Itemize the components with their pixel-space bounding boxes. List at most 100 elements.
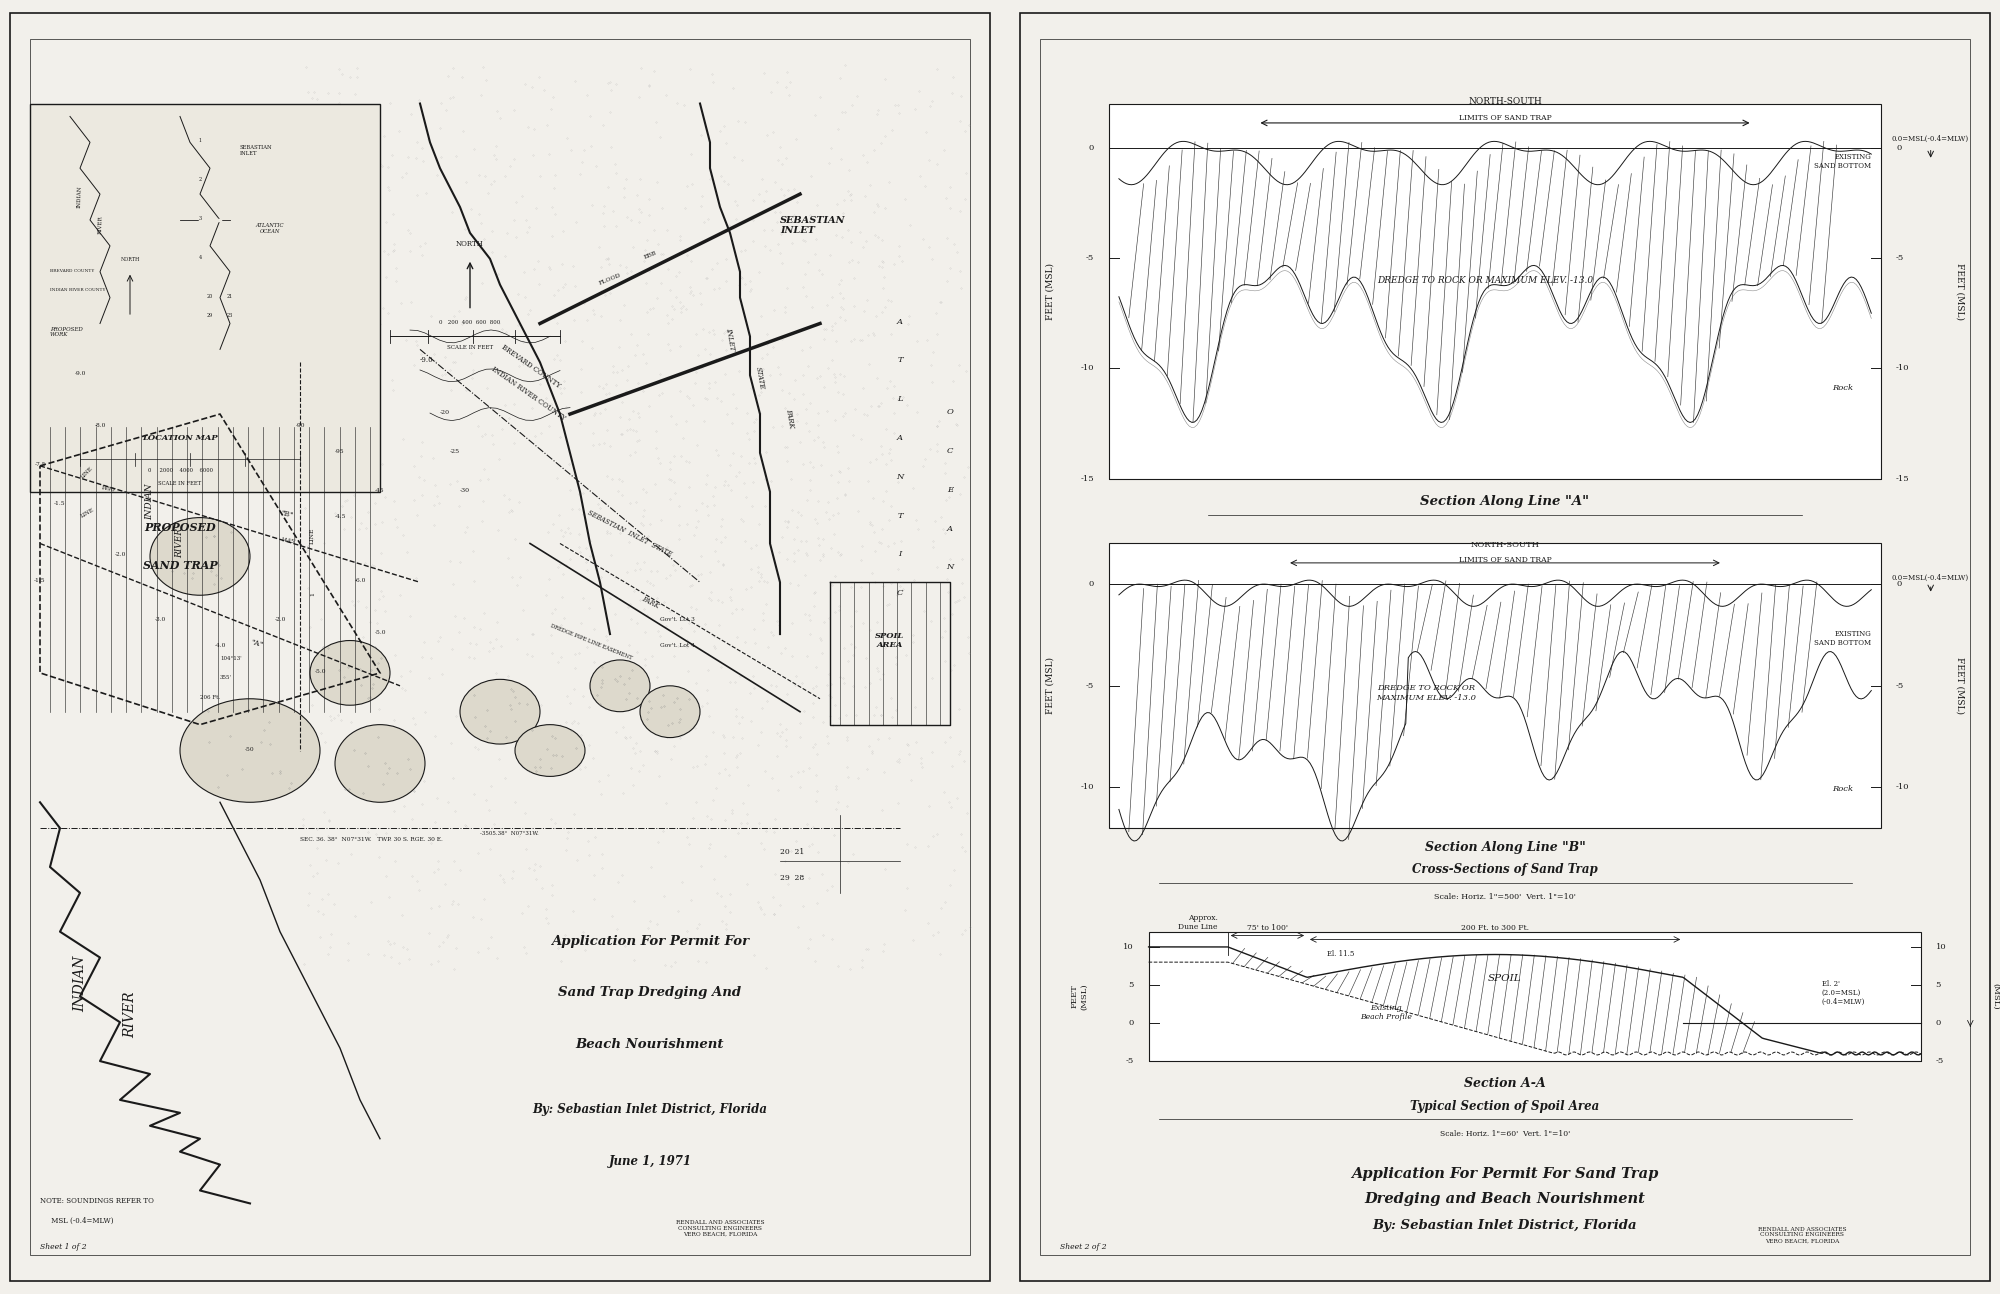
Text: INDIAN: INDIAN [72, 956, 88, 1012]
Text: 3: 3 [198, 216, 202, 221]
Text: 5: 5 [1936, 981, 1942, 989]
Text: 10: 10 [1936, 943, 1946, 951]
Text: -3505.38°  N07°31W.: -3505.38° N07°31W. [480, 831, 538, 836]
Text: Application For Permit For: Application For Permit For [550, 934, 750, 947]
Text: -2.0: -2.0 [114, 553, 126, 558]
Text: LIMITS OF SAND TRAP: LIMITS OF SAND TRAP [1458, 114, 1552, 123]
Ellipse shape [310, 641, 390, 705]
Text: -5: -5 [1086, 254, 1094, 263]
Text: Approx.
Dune Line: Approx. Dune Line [1178, 914, 1218, 932]
Text: INDIAN: INDIAN [146, 483, 154, 520]
Text: FEET
(MSL): FEET (MSL) [1992, 983, 2000, 1009]
Text: N: N [896, 472, 904, 481]
Text: E: E [946, 485, 954, 494]
Text: Rock: Rock [1832, 384, 1852, 392]
Text: By: Sebastian Inlet District, Florida: By: Sebastian Inlet District, Florida [532, 1102, 768, 1115]
Text: -9.0: -9.0 [420, 356, 434, 365]
Text: -5: -5 [1936, 1057, 1944, 1065]
Text: -45: -45 [376, 488, 384, 493]
Text: O: O [946, 408, 954, 417]
Text: 0.0=MSL(-0.4=MLW): 0.0=MSL(-0.4=MLW) [1892, 135, 1968, 144]
Bar [1148, 932, 1920, 1061]
Text: -10: -10 [1896, 783, 1910, 792]
Text: LINE: LINE [310, 528, 316, 545]
Text: Section Along Line "B": Section Along Line "B" [1424, 841, 1586, 854]
Text: 1445': 1445' [280, 537, 296, 545]
Text: -10: -10 [1080, 365, 1094, 373]
Text: FEET (MSL): FEET (MSL) [1956, 263, 1964, 320]
Text: NOTE: SOUNDINGS REFER TO: NOTE: SOUNDINGS REFER TO [40, 1197, 154, 1206]
Text: Application For Permit For Sand Trap: Application For Permit For Sand Trap [1352, 1166, 1658, 1180]
Ellipse shape [590, 660, 650, 712]
Text: -7.5: -7.5 [34, 462, 46, 467]
Text: SEBASTIAN  INLET  STATE: SEBASTIAN INLET STATE [586, 509, 674, 559]
Text: A: A [896, 317, 904, 326]
Ellipse shape [640, 686, 700, 738]
Text: 355': 355' [220, 675, 232, 681]
Bar [1108, 543, 1882, 828]
Text: PARK: PARK [784, 409, 796, 430]
Text: 1: 1 [198, 138, 202, 144]
Text: 5: 5 [1128, 981, 1134, 989]
Text: 1: 1 [310, 593, 316, 597]
Text: EXISTING
SAND BOTTOM: EXISTING SAND BOTTOM [1814, 630, 1872, 647]
Text: 0: 0 [1936, 1018, 1940, 1027]
Text: 23: 23 [226, 313, 234, 318]
Text: RIVER: RIVER [124, 991, 136, 1038]
Text: -15: -15 [1080, 475, 1094, 483]
Text: ATLANTIC
OCEAN: ATLANTIC OCEAN [256, 223, 284, 234]
Text: -15: -15 [1896, 475, 1910, 483]
Text: 0: 0 [1088, 144, 1094, 151]
Text: T: T [898, 511, 902, 520]
Text: 200 Ft. to 300 Ft.: 200 Ft. to 300 Ft. [1462, 924, 1530, 933]
Text: DREDGE TO ROCK OR MAXIMUM ELEV. -13.0: DREDGE TO ROCK OR MAXIMUM ELEV. -13.0 [1378, 276, 1594, 285]
Text: FLOOD: FLOOD [598, 272, 622, 286]
Text: Sheet 1 of 2: Sheet 1 of 2 [40, 1242, 86, 1251]
Text: 29  28: 29 28 [780, 873, 804, 883]
Text: FEET (MSL): FEET (MSL) [1956, 657, 1964, 714]
Text: 104°13': 104°13' [220, 656, 242, 661]
Text: A: A [896, 433, 904, 443]
Text: INDIAN RIVER COUNTY: INDIAN RIVER COUNTY [50, 289, 106, 292]
Text: -8.0: -8.0 [94, 423, 106, 428]
Text: 20  21: 20 21 [780, 848, 804, 857]
Text: El. 11.5: El. 11.5 [1326, 950, 1354, 958]
Text: SPOIL: SPOIL [1488, 974, 1522, 983]
Text: Cross-Sections of Sand Trap: Cross-Sections of Sand Trap [1412, 863, 1598, 876]
Text: I: I [898, 550, 902, 559]
Text: 20: 20 [206, 294, 214, 299]
Text: By: Sebastian Inlet District, Florida: By: Sebastian Inlet District, Florida [1372, 1219, 1638, 1232]
Text: NORTH-SOUTH: NORTH-SOUTH [1468, 97, 1542, 106]
Text: SEC. 36. 38°  N07°31W.   TWP. 30 S. RGE. 30 E.: SEC. 36. 38° N07°31W. TWP. 30 S. RGE. 30… [300, 837, 442, 842]
Text: Scale: Horiz. 1"=500'  Vert. 1"=10': Scale: Horiz. 1"=500' Vert. 1"=10' [1434, 893, 1576, 902]
Text: SEBASTIAN
INLET: SEBASTIAN INLET [240, 145, 272, 157]
Text: -10: -10 [1080, 783, 1094, 792]
Text: FEET
(MSL): FEET (MSL) [1070, 983, 1088, 1009]
Text: PARK: PARK [640, 595, 660, 611]
Text: -1.5: -1.5 [54, 501, 66, 506]
Text: INDIAN: INDIAN [78, 185, 82, 208]
Text: INLET: INLET [724, 327, 736, 352]
Text: "A": "A" [250, 638, 264, 650]
Ellipse shape [460, 679, 540, 744]
Text: Scale: Horiz. 1"=60'  Vert. 1"=10': Scale: Horiz. 1"=60' Vert. 1"=10' [1440, 1130, 1570, 1139]
Text: Gov't. Lot 3: Gov't. Lot 3 [660, 617, 694, 622]
Text: Sheet 2 of 2: Sheet 2 of 2 [1060, 1242, 1106, 1251]
Text: DREDGE TO ROCK OR
MAXIMUM ELEV. -13.0: DREDGE TO ROCK OR MAXIMUM ELEV. -13.0 [1376, 685, 1476, 701]
Text: DREDGE PIPE LINE EASEMENT: DREDGE PIPE LINE EASEMENT [550, 624, 634, 661]
Bar [1108, 104, 1882, 479]
Text: Typical Section of Spoil Area: Typical Section of Spoil Area [1410, 1100, 1600, 1113]
Text: -3.0: -3.0 [154, 617, 166, 622]
Text: 0: 0 [1088, 580, 1094, 589]
Text: N: N [946, 563, 954, 572]
Text: -1.5: -1.5 [34, 578, 46, 584]
Text: 0.0=MSL(-0.4=MLW): 0.0=MSL(-0.4=MLW) [1892, 575, 1968, 582]
Text: FEET (MSL): FEET (MSL) [1046, 657, 1054, 714]
Text: 21: 21 [226, 294, 234, 299]
Text: INDIAN RIVER COUNTY: INDIAN RIVER COUNTY [490, 365, 568, 423]
Text: -5: -5 [1896, 682, 1904, 690]
Text: 2: 2 [198, 177, 202, 182]
Text: LINE: LINE [80, 507, 96, 519]
Text: 206 Ft.: 206 Ft. [200, 695, 220, 700]
Text: LIMITS OF SAND TRAP: LIMITS OF SAND TRAP [1458, 555, 1552, 564]
